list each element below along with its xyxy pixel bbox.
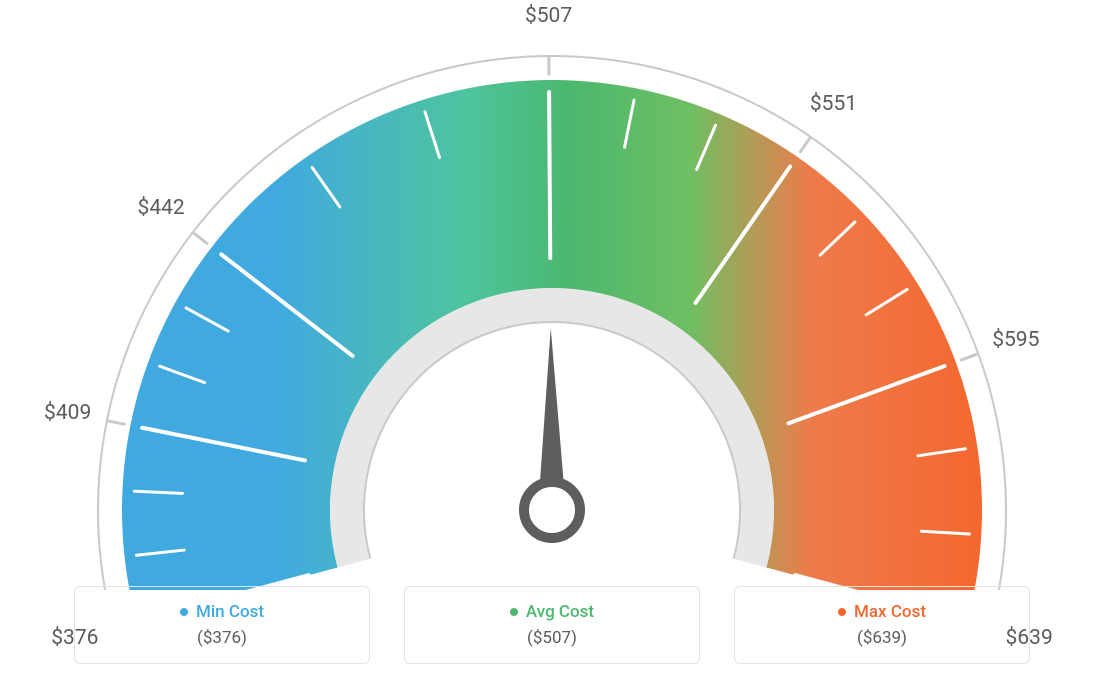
legend-title-max: Max Cost	[838, 602, 926, 622]
legend-card-max: Max Cost ($639)	[734, 586, 1030, 664]
legend-value-avg: ($507)	[527, 628, 577, 648]
legend-card-min: Min Cost ($376)	[74, 586, 370, 664]
gauge-tick-label: $409	[44, 401, 91, 425]
legend-value-max: ($639)	[857, 628, 907, 648]
legend-dot-max	[838, 608, 846, 616]
legend-value-min: ($376)	[197, 628, 247, 648]
legend-dot-avg	[510, 608, 518, 616]
legend-label-avg: Avg Cost	[526, 602, 594, 622]
gauge-tick-label: $551	[810, 92, 857, 116]
legend-label-max: Max Cost	[854, 602, 926, 622]
gauge-tick-label: $507	[525, 4, 572, 28]
legend-card-avg: Avg Cost ($507)	[404, 586, 700, 664]
gauge-tick-label: $442	[138, 196, 185, 220]
legend-dot-min	[180, 608, 188, 616]
legend-row: Min Cost ($376) Avg Cost ($507) Max Cost…	[0, 586, 1104, 664]
legend-label-min: Min Cost	[196, 602, 264, 622]
legend-title-min: Min Cost	[180, 602, 264, 622]
legend-title-avg: Avg Cost	[510, 602, 594, 622]
gauge-svg	[22, 30, 1082, 590]
gauge-chart: $376$409$442$507$551$595$639	[0, 0, 1104, 570]
gauge-tick-label: $595	[992, 328, 1039, 352]
